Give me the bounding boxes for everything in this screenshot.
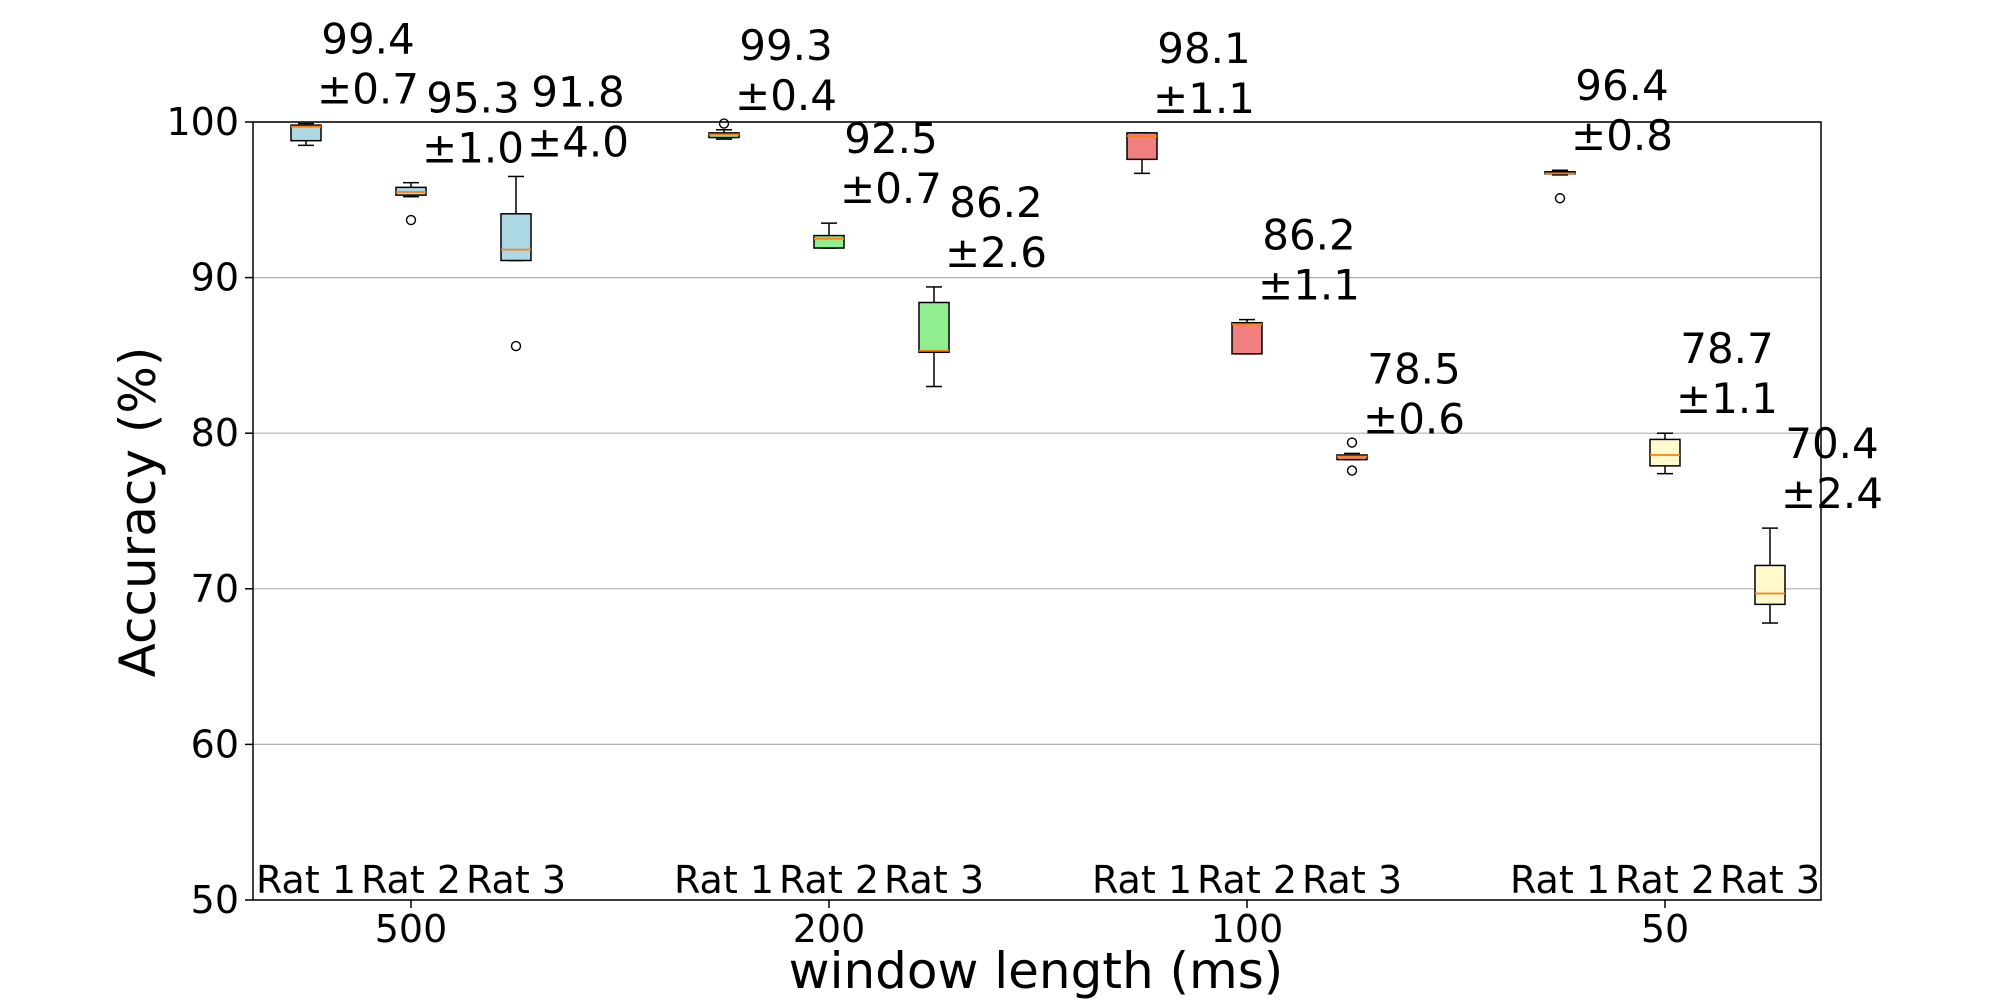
stat-std-label: ±1.1 bbox=[1676, 374, 1778, 423]
y-tick-label-90: 90 bbox=[191, 256, 239, 300]
rat-label: Rat 3 bbox=[1302, 858, 1402, 902]
stat-mean-label: 70.4 bbox=[1785, 419, 1879, 468]
stat-mean-label: 78.5 bbox=[1367, 344, 1461, 393]
outlier-point bbox=[1346, 437, 1358, 448]
stat-std-label: ±0.8 bbox=[1571, 111, 1673, 160]
y-tick-label-50: 50 bbox=[191, 878, 239, 922]
box-body bbox=[1231, 321, 1263, 355]
box-500-rat-1 bbox=[290, 122, 322, 147]
x-tick-label-100: 100 bbox=[1211, 907, 1284, 951]
box-500-rat-2 bbox=[395, 181, 427, 226]
rat-label: Rat 2 bbox=[361, 858, 461, 902]
box-body bbox=[500, 213, 532, 262]
outlier-point bbox=[718, 118, 730, 129]
rat-label: Rat 1 bbox=[1510, 858, 1610, 902]
box-series bbox=[290, 118, 1786, 624]
stat-std-label: ±1.1 bbox=[1258, 261, 1360, 310]
stat-mean-label: 78.7 bbox=[1680, 324, 1774, 373]
box-500-rat-3 bbox=[500, 175, 532, 352]
box-body bbox=[918, 301, 950, 354]
plot-frame bbox=[252, 121, 1822, 901]
stat-mean-label: 91.8 bbox=[531, 67, 625, 116]
box-50-rat-3 bbox=[1754, 527, 1786, 624]
box-200-rat-2 bbox=[813, 222, 845, 249]
rat-label: Rat 2 bbox=[1197, 858, 1297, 902]
y-tick-label-70: 70 bbox=[191, 567, 239, 611]
stat-mean-label: 86.2 bbox=[1262, 211, 1356, 260]
outlier-point bbox=[405, 214, 417, 226]
y-tick-label-60: 60 bbox=[191, 722, 239, 766]
box-100-rat-1 bbox=[1126, 132, 1158, 175]
box-body bbox=[1754, 564, 1786, 606]
rat-label: Rat 1 bbox=[1092, 858, 1192, 902]
box-body bbox=[290, 124, 322, 142]
stat-std-label: ±0.7 bbox=[317, 65, 419, 114]
rat-label: Rat 3 bbox=[1720, 858, 1820, 902]
rat-label: Rat 3 bbox=[466, 858, 566, 902]
box-50-rat-2 bbox=[1649, 432, 1681, 475]
outlier-point bbox=[1346, 465, 1358, 476]
outlier-point bbox=[510, 340, 522, 352]
box-200-rat-3 bbox=[918, 286, 950, 388]
box-body bbox=[813, 234, 845, 249]
stat-mean-label: 99.4 bbox=[321, 15, 415, 64]
x-axis-title: window length (ms) bbox=[789, 942, 1284, 1000]
rat-labels: Rat 1 Rat 2 Rat 3 Rat 1 Rat 2 Rat 3 Rat 1 Rat 2… bbox=[256, 858, 1820, 902]
stat-mean-label: 98.1 bbox=[1157, 24, 1251, 73]
rat-label: Rat 1 bbox=[256, 858, 356, 902]
stat-mean-label: 96.4 bbox=[1575, 61, 1669, 110]
stat-annotations: 99.4±0.7 95.3±1.091.8±4.099.3±0.492.5±0.7… bbox=[317, 15, 1883, 519]
stat-std-label: ±2.4 bbox=[1781, 469, 1883, 518]
box-100-rat-3 bbox=[1336, 437, 1368, 476]
x-tick-label-50: 50 bbox=[1641, 907, 1689, 951]
rat-label: Rat 3 bbox=[884, 858, 984, 902]
rat-label: Rat 1 bbox=[674, 858, 774, 902]
stat-mean-label: 86.2 bbox=[949, 178, 1043, 227]
x-tick-label-500: 500 bbox=[375, 907, 448, 951]
y-axis-title: Accuracy (%) bbox=[109, 347, 167, 678]
x-ticks: 500 200 100 50 bbox=[375, 900, 1689, 951]
stat-std-label: ±0.7 bbox=[840, 164, 942, 213]
rat-label: Rat 2 bbox=[1615, 858, 1715, 902]
stat-std-label: ±1.1 bbox=[1153, 74, 1255, 123]
stat-std-label: ±2.6 bbox=[945, 228, 1047, 277]
box-200-rat-1 bbox=[708, 118, 740, 140]
stat-std-label: ±4.0 bbox=[527, 117, 629, 166]
x-tick-label-200: 200 bbox=[793, 907, 866, 951]
y-ticks: 50 60 70 80 90 100 bbox=[166, 100, 253, 922]
outlier-point bbox=[1554, 193, 1566, 204]
box-body bbox=[1126, 132, 1158, 161]
stat-mean-label: 92.5 bbox=[844, 114, 938, 163]
y-tick-label-100: 100 bbox=[166, 100, 239, 144]
box-100-rat-2 bbox=[1231, 318, 1263, 355]
box-body bbox=[1649, 438, 1681, 467]
stat-mean-label: 99.3 bbox=[739, 21, 833, 70]
stat-std-label: ±0.6 bbox=[1363, 394, 1465, 443]
stat-std-label: ±1.0 bbox=[422, 124, 524, 173]
stat-mean-label: 95.3 bbox=[426, 74, 520, 123]
y-tick-label-80: 80 bbox=[191, 411, 239, 455]
rat-label: Rat 2 bbox=[779, 858, 879, 902]
stat-std-label: ±0.4 bbox=[735, 71, 837, 120]
box-50-rat-1 bbox=[1544, 169, 1576, 204]
